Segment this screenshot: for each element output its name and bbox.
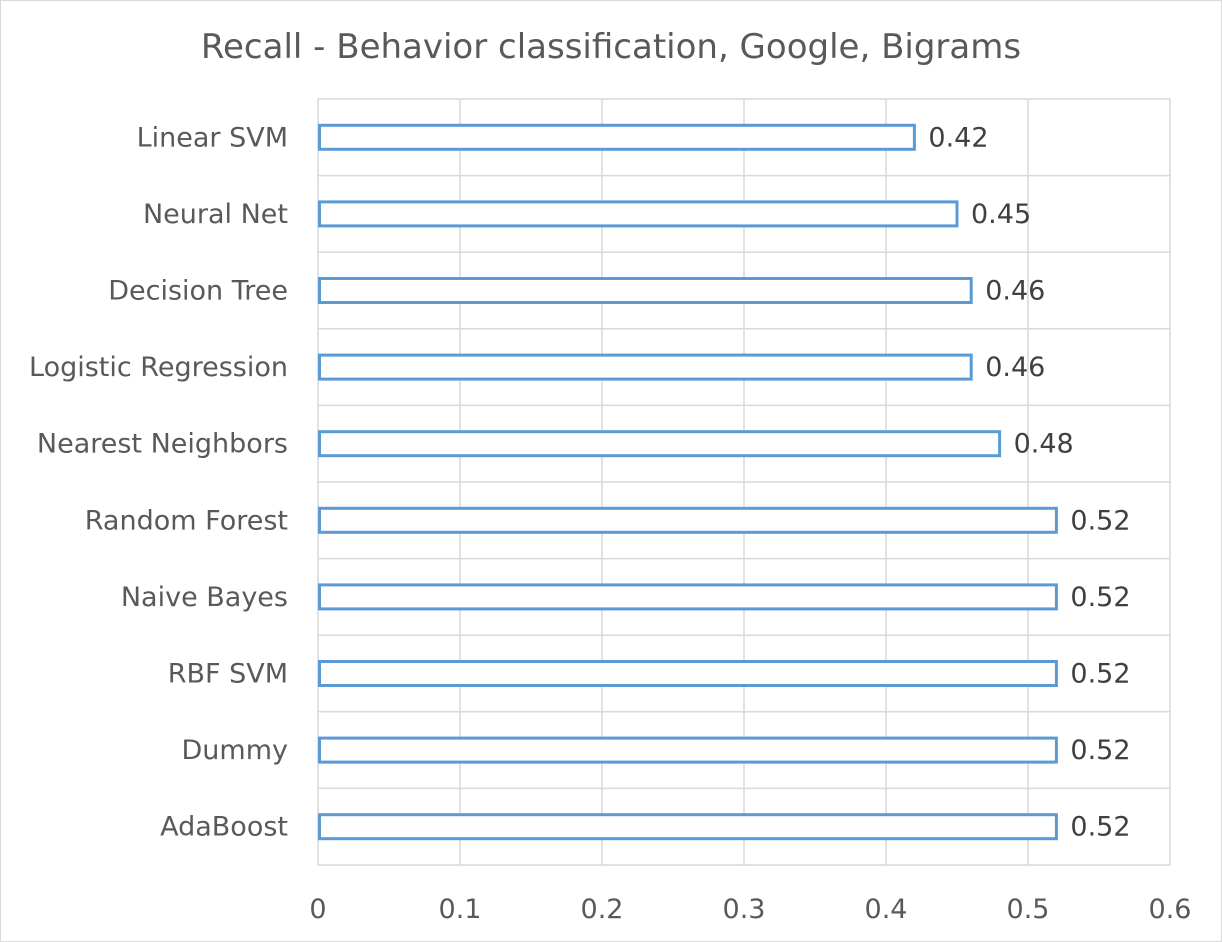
category-label: RBF SVM <box>168 659 288 690</box>
bar <box>318 277 973 304</box>
bar <box>318 813 1058 841</box>
data-label: 0.52 <box>1070 812 1130 843</box>
x-tick-label: 0 <box>309 894 326 925</box>
category-label: Neural Net <box>143 199 288 230</box>
data-label: 0.46 <box>985 352 1045 383</box>
x-tick-label: 0.3 <box>723 894 766 925</box>
data-label: 0.52 <box>1070 659 1130 690</box>
bar <box>318 123 916 151</box>
category-label: Dummy <box>182 735 289 766</box>
data-label: 0.52 <box>1070 505 1130 536</box>
category-label: Linear SVM <box>137 122 288 153</box>
category-label: Naive Bayes <box>121 582 288 613</box>
data-label: 0.45 <box>971 199 1031 230</box>
data-label: 0.52 <box>1070 582 1130 613</box>
bars <box>318 123 1058 841</box>
labels: 0 0.1 0.2 0.3 0.4 0.5 0.6 Linear SVM 0.42 Neural … <box>29 122 1191 925</box>
category-label: Nearest Neighbors <box>37 429 288 460</box>
data-label: 0.42 <box>928 122 988 153</box>
bar <box>318 430 1002 458</box>
chart-title: Recall - Behavior classification, Google… <box>201 27 1021 67</box>
category-label: Random Forest <box>85 505 288 536</box>
bar <box>318 660 1058 687</box>
data-label: 0.48 <box>1014 429 1074 460</box>
x-tick-label: 0.1 <box>439 894 482 925</box>
data-label: 0.46 <box>985 276 1045 307</box>
x-tick-label: 0.4 <box>865 894 908 925</box>
bar <box>318 353 973 381</box>
data-label: 0.52 <box>1070 735 1130 766</box>
bar <box>318 736 1058 764</box>
bar <box>318 583 1058 611</box>
category-label: Logistic Regression <box>29 352 288 383</box>
category-label: Decision Tree <box>108 276 288 307</box>
x-tick-label: 0.2 <box>581 894 624 925</box>
bar <box>318 200 959 228</box>
category-label: AdaBoost <box>160 812 288 843</box>
x-tick-label: 0.6 <box>1149 894 1192 925</box>
bar <box>318 506 1058 534</box>
x-tick-label: 0.5 <box>1007 894 1050 925</box>
